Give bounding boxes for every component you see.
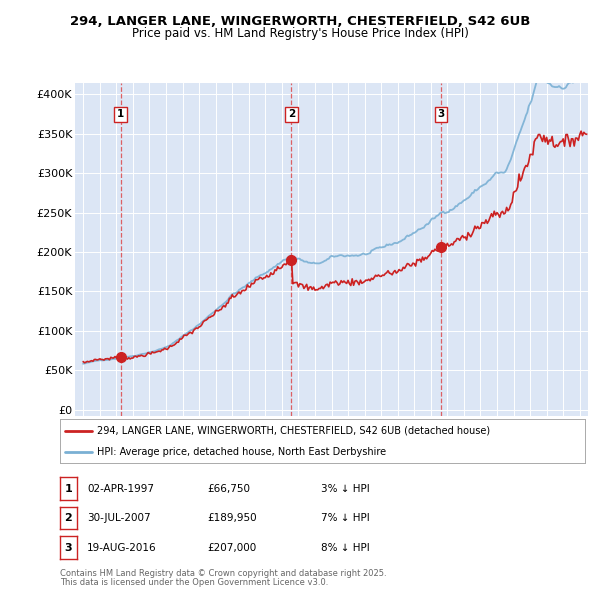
Text: 294, LANGER LANE, WINGERWORTH, CHESTERFIELD, S42 6UB (detached house): 294, LANGER LANE, WINGERWORTH, CHESTERFI… (97, 426, 490, 436)
Text: 02-APR-1997: 02-APR-1997 (87, 484, 154, 493)
Text: £207,000: £207,000 (207, 543, 256, 552)
Text: 30-JUL-2007: 30-JUL-2007 (87, 513, 151, 523)
Text: 1: 1 (65, 484, 72, 493)
Text: Price paid vs. HM Land Registry's House Price Index (HPI): Price paid vs. HM Land Registry's House … (131, 27, 469, 40)
Text: 3: 3 (65, 543, 72, 552)
Text: 294, LANGER LANE, WINGERWORTH, CHESTERFIELD, S42 6UB: 294, LANGER LANE, WINGERWORTH, CHESTERFI… (70, 15, 530, 28)
Text: Contains HM Land Registry data © Crown copyright and database right 2025.: Contains HM Land Registry data © Crown c… (60, 569, 386, 578)
Text: 2: 2 (65, 513, 72, 523)
Text: £189,950: £189,950 (207, 513, 257, 523)
Text: 3: 3 (437, 109, 445, 119)
Text: 8% ↓ HPI: 8% ↓ HPI (321, 543, 370, 552)
Text: This data is licensed under the Open Government Licence v3.0.: This data is licensed under the Open Gov… (60, 578, 328, 587)
Text: 19-AUG-2016: 19-AUG-2016 (87, 543, 157, 552)
Text: 2: 2 (288, 109, 295, 119)
Text: 3% ↓ HPI: 3% ↓ HPI (321, 484, 370, 493)
Text: £66,750: £66,750 (207, 484, 250, 493)
Text: 1: 1 (117, 109, 124, 119)
Text: 7% ↓ HPI: 7% ↓ HPI (321, 513, 370, 523)
Text: HPI: Average price, detached house, North East Derbyshire: HPI: Average price, detached house, Nort… (97, 447, 386, 457)
